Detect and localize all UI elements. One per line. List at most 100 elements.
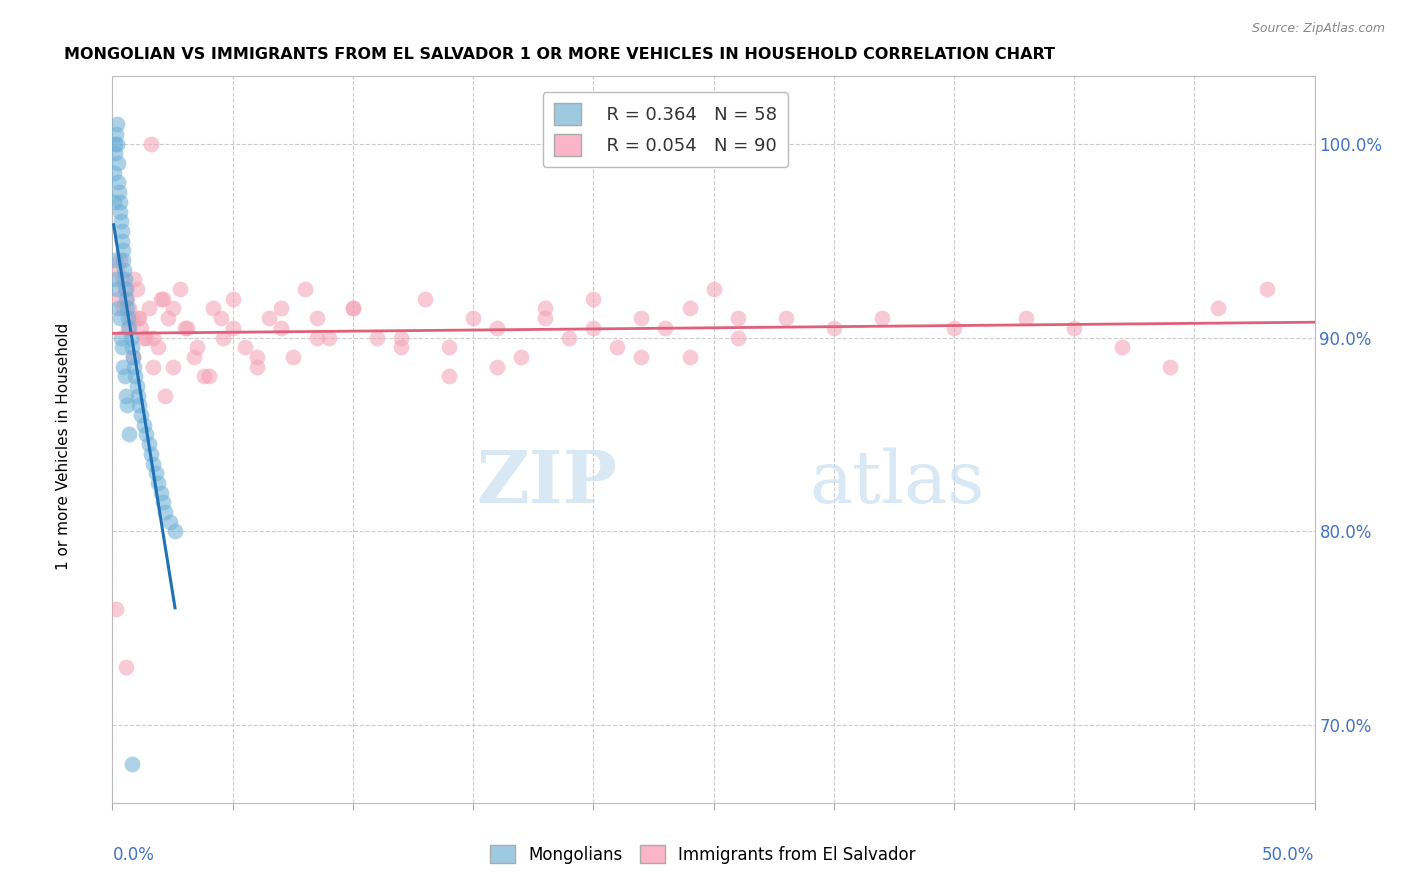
Point [132, 330, 155, 344]
Point [138, 437, 160, 451]
Point [582, 292, 605, 306]
Point [120, 330, 142, 344]
Point [389, 340, 412, 354]
Point [775, 311, 797, 326]
Point [117, 321, 139, 335]
Point [118, 301, 141, 316]
Text: 50.0%: 50.0% [1263, 847, 1315, 864]
Point [246, 359, 269, 374]
Point [186, 340, 208, 354]
Point [111, 244, 134, 258]
Text: ZIP: ZIP [477, 448, 617, 518]
Point [121, 311, 143, 326]
Point [212, 330, 235, 344]
Point [1159, 359, 1181, 374]
Point [128, 311, 150, 326]
Point [270, 301, 292, 316]
Point [105, 282, 128, 296]
Point [127, 389, 149, 403]
Point [114, 660, 136, 674]
Point [209, 311, 232, 326]
Point [145, 467, 167, 481]
Point [152, 495, 174, 509]
Point [114, 282, 136, 296]
Point [131, 408, 153, 422]
Point [118, 427, 141, 442]
Point [1015, 311, 1038, 326]
Point [104, 252, 127, 267]
Point [943, 321, 966, 335]
Point [413, 292, 436, 306]
Text: Source: ZipAtlas.com: Source: ZipAtlas.com [1251, 22, 1385, 36]
Point [257, 311, 280, 326]
Point [127, 311, 149, 326]
Text: 1 or more Vehicles in Household: 1 or more Vehicles in Household [56, 322, 70, 570]
Point [159, 515, 181, 529]
Point [183, 350, 205, 364]
Point [114, 282, 136, 296]
Point [115, 292, 138, 306]
Point [366, 330, 388, 344]
Point [342, 301, 364, 316]
Point [176, 321, 198, 335]
Point [678, 301, 700, 316]
Point [193, 369, 215, 384]
Point [112, 301, 135, 316]
Point [146, 475, 169, 490]
Point [122, 272, 145, 286]
Point [155, 505, 177, 519]
Point [107, 176, 129, 190]
Point [105, 127, 128, 141]
Point [169, 282, 191, 296]
Point [606, 340, 628, 354]
Point [246, 350, 269, 364]
Point [105, 136, 128, 151]
Point [142, 330, 165, 344]
Point [103, 166, 125, 180]
Legend:   R = 0.364   N = 58,   R = 0.054   N = 90: R = 0.364 N = 58, R = 0.054 N = 90 [543, 92, 787, 167]
Point [122, 359, 145, 374]
Point [162, 301, 184, 316]
Point [135, 427, 157, 442]
Point [1256, 282, 1278, 296]
Point [114, 272, 136, 286]
Point [678, 350, 700, 364]
Point [125, 379, 148, 393]
Point [558, 330, 581, 344]
Point [437, 369, 460, 384]
Point [111, 272, 134, 286]
Point [270, 321, 292, 335]
Point [534, 301, 557, 316]
Point [110, 214, 132, 228]
Point [111, 234, 134, 248]
Point [121, 340, 143, 354]
Point [305, 330, 328, 344]
Point [727, 330, 749, 344]
Point [117, 311, 139, 326]
Point [114, 369, 136, 384]
Text: atlas: atlas [810, 448, 986, 518]
Point [162, 359, 184, 374]
Point [122, 350, 145, 364]
Point [222, 321, 245, 335]
Point [486, 321, 509, 335]
Point [318, 330, 340, 344]
Point [132, 417, 155, 432]
Point [110, 330, 132, 344]
Point [121, 757, 143, 772]
Point [135, 330, 157, 344]
Point [233, 340, 256, 354]
Point [105, 117, 128, 131]
Legend: Mongolians, Immigrants from El Salvador: Mongolians, Immigrants from El Salvador [484, 838, 922, 871]
Point [114, 389, 136, 403]
Point [463, 311, 485, 326]
Text: MONGOLIAN VS IMMIGRANTS FROM EL SALVADOR 1 OR MORE VEHICLES IN HOUSEHOLD CORRELA: MONGOLIAN VS IMMIGRANTS FROM EL SALVADOR… [65, 47, 1056, 62]
Point [108, 194, 131, 209]
Point [122, 350, 145, 364]
Point [108, 311, 131, 326]
Point [1063, 321, 1085, 335]
Point [582, 321, 605, 335]
Point [112, 359, 135, 374]
Point [107, 292, 129, 306]
Point [104, 146, 127, 161]
